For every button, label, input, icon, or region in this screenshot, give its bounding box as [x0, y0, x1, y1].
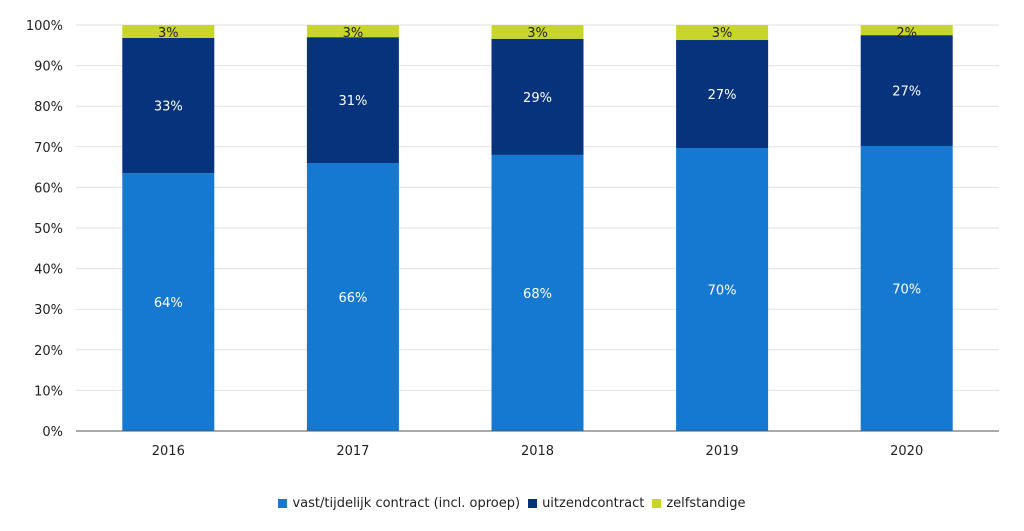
bar-segment — [860, 25, 953, 36]
legend-item: vast/tijdelijk contract (incl. oproep) — [278, 496, 520, 511]
y-tick-label: 100% — [26, 19, 63, 34]
bar-segment — [491, 38, 584, 155]
bar-segment — [306, 25, 399, 38]
data-label: 2% — [896, 26, 917, 41]
y-tick-label: 70% — [34, 141, 63, 156]
x-tick-label: 2016 — [152, 444, 185, 459]
data-label: 3% — [158, 26, 179, 41]
data-label: 64% — [154, 296, 183, 311]
x-tick-label: 2017 — [336, 444, 369, 459]
y-tick-label: 20% — [34, 344, 63, 359]
bar-segment — [491, 154, 584, 432]
x-tick-label: 2018 — [521, 444, 554, 459]
bar-segment — [676, 25, 769, 41]
y-tick-label: 0% — [42, 425, 63, 440]
data-label: 33% — [154, 100, 183, 115]
bar-segment — [860, 145, 953, 431]
data-label: 3% — [527, 26, 548, 41]
y-tick-label: 30% — [34, 303, 63, 318]
x-tick-label: 2020 — [890, 444, 923, 459]
bar-segment — [306, 37, 399, 164]
data-label: 3% — [712, 26, 733, 41]
y-tick-label: 80% — [34, 100, 63, 115]
legend: vast/tijdelijk contract (incl. oproep) ui… — [0, 496, 1024, 512]
y-tick-label: 50% — [34, 222, 63, 237]
data-label: 29% — [523, 91, 552, 106]
y-tick-label: 40% — [34, 263, 63, 278]
data-label: 68% — [523, 287, 552, 302]
legend-label: zelfstandige — [666, 496, 746, 511]
bar-segment — [122, 173, 215, 431]
bar-segment — [860, 35, 953, 146]
bar-segment — [122, 25, 215, 38]
bar-segment — [676, 40, 769, 149]
y-tick-label: 90% — [34, 60, 63, 75]
bar-segment — [306, 163, 399, 432]
legend-swatch — [652, 499, 662, 508]
bar-segment — [491, 25, 584, 39]
legend-item: zelfstandige — [652, 496, 746, 511]
data-label: 27% — [892, 85, 921, 100]
data-label: 27% — [708, 88, 737, 103]
legend-swatch — [528, 499, 538, 508]
stacked-bar-chart: 0% 10% 20% 30% 40% 50% 60% 70% 80% 90% 100% 64% 33% 3… — [26, 19, 999, 459]
data-label: 66% — [338, 291, 367, 306]
y-tick-label: 10% — [34, 384, 63, 399]
data-label: 70% — [708, 284, 737, 299]
legend-label: vast/tijdelijk contract (incl. oproep) — [292, 496, 521, 511]
y-tick-label: 60% — [34, 181, 63, 196]
legend-item: uitzendcontract — [528, 496, 644, 511]
legend-swatch — [278, 499, 288, 508]
x-tick-label: 2019 — [706, 444, 739, 459]
legend-label: uitzendcontract — [542, 496, 645, 511]
data-label: 70% — [892, 282, 921, 297]
bar-segment — [676, 148, 769, 431]
data-label: 31% — [338, 94, 367, 109]
bar-segment — [122, 37, 215, 174]
data-label: 3% — [343, 26, 364, 41]
